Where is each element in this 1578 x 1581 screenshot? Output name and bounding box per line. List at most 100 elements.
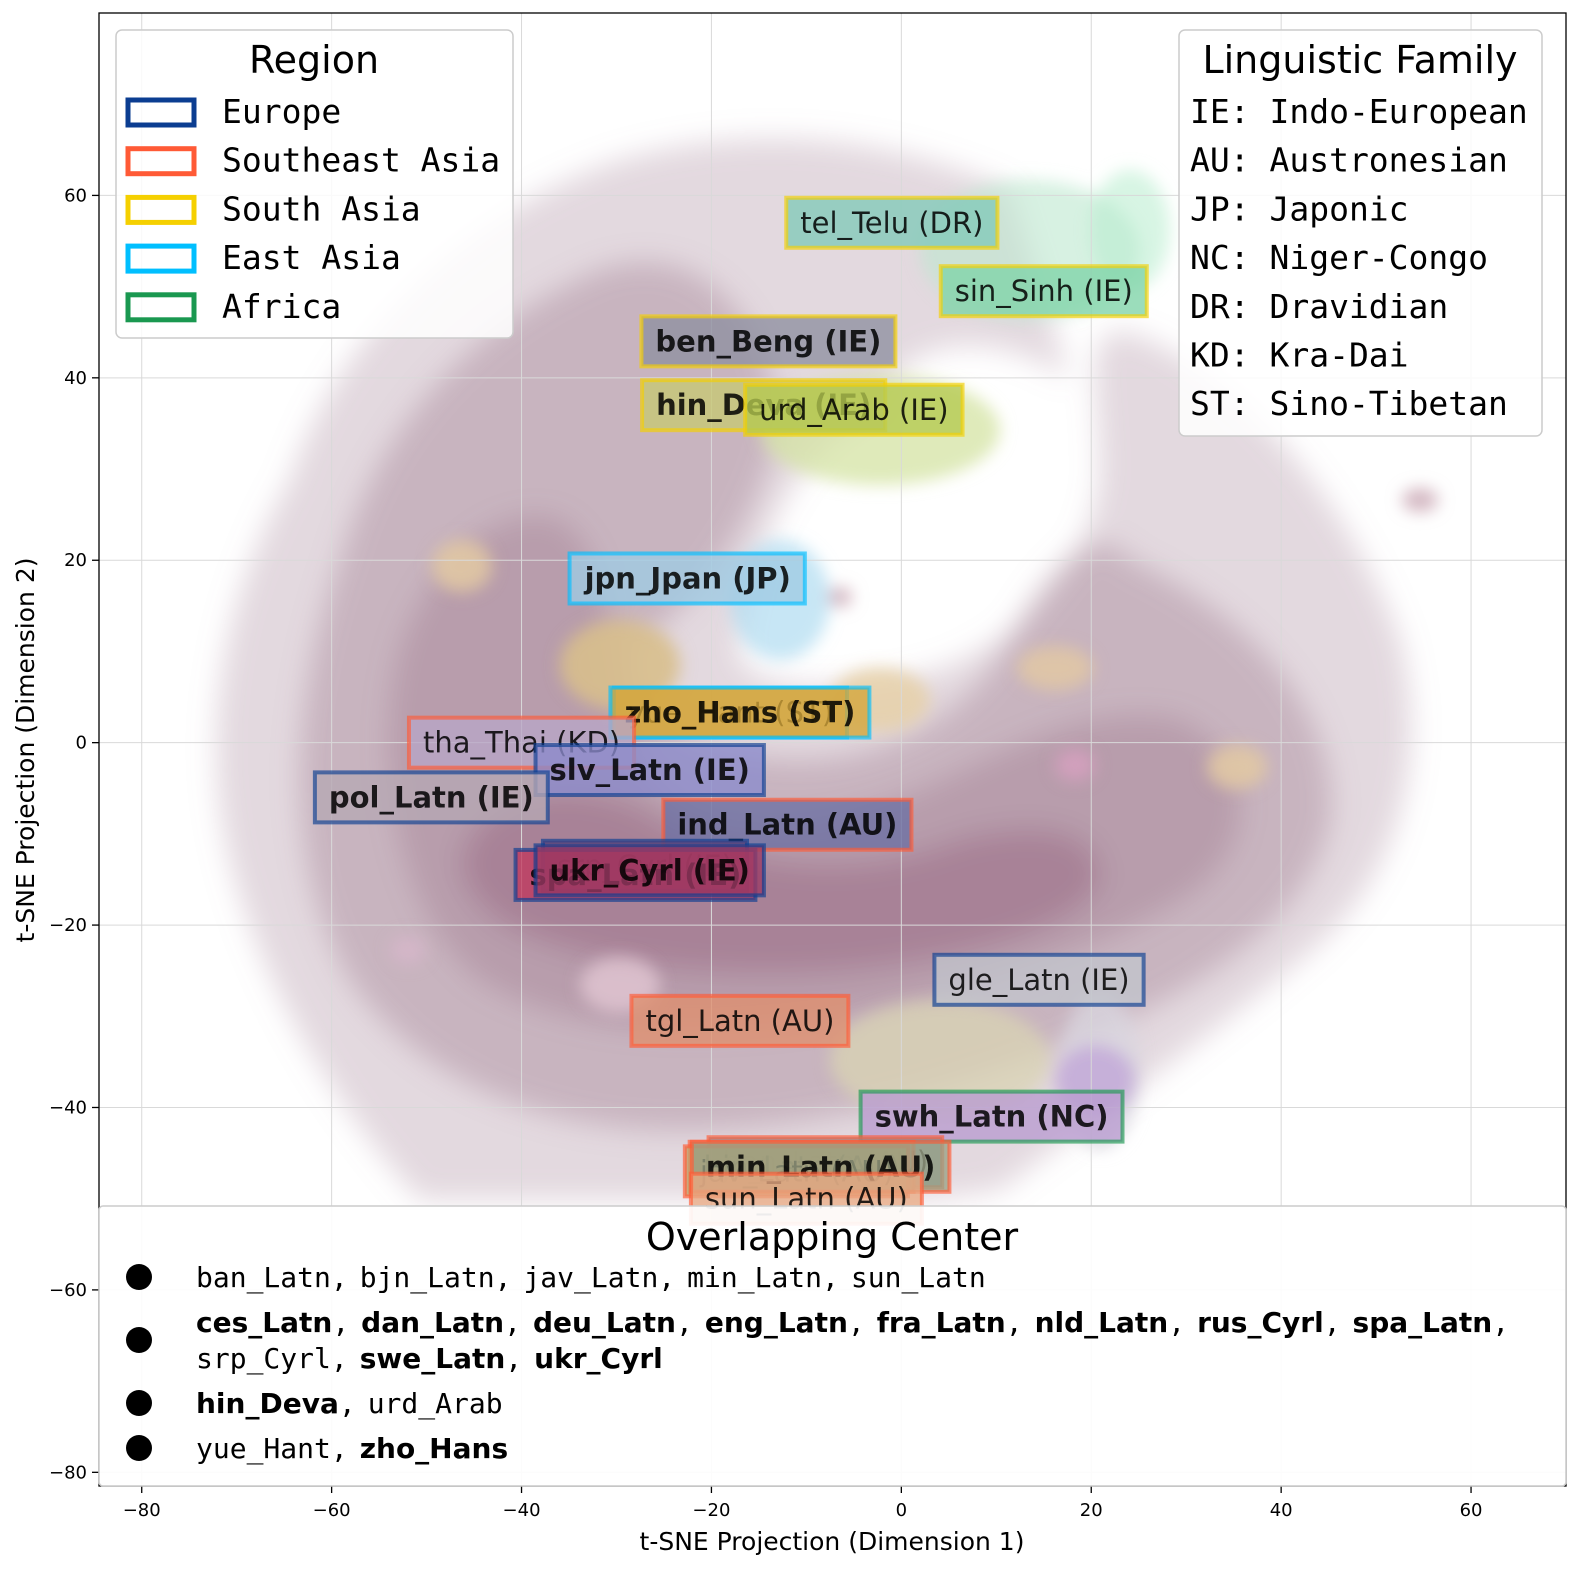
overlap-separator: , [1006, 1306, 1023, 1339]
x-tick-label: 40 [1270, 1500, 1293, 1521]
language-label-swh-latn: swh_Latn (NC) [858, 1089, 1125, 1144]
language-labels: tel_Telu (DR)sin_Sinh (IE)ben_Beng (IE)h… [312, 195, 1149, 1226]
family-legend-entry: ST: Sino-Tibetan [1190, 384, 1508, 423]
language-label-text: jpn_Jpan (JP) [584, 561, 791, 595]
y-tick-label: −60 [49, 1280, 87, 1301]
region-legend: Region Europe Southeast Asia South Asia Eas… [115, 29, 514, 339]
language-label-text: pol_Latn (IE) [329, 780, 534, 814]
y-tick-label: 40 [64, 368, 87, 389]
language-label-text: tel_Telu (DR) [800, 206, 983, 240]
overlap-separator: , [331, 1432, 348, 1465]
language-label-ben-beng: ben_Beng (IE) [639, 314, 898, 369]
family-legend-title: Linguistic Family [1202, 38, 1517, 82]
x-tick-label: −20 [692, 1500, 730, 1521]
family-legend-entry: NC: Niger-Congo [1190, 238, 1488, 277]
overlap-language: swe_Latn [360, 1342, 506, 1375]
language-label-ukr-cyrl: ukr_Cyrl (IE) [533, 843, 766, 898]
overlap-language: hin_Deva [196, 1387, 339, 1420]
region-swatch-southeast-asia [125, 146, 197, 177]
region-legend-label: South Asia [222, 189, 421, 228]
overlap-bullet [126, 1327, 152, 1353]
overlap-language: zho_Hans [360, 1432, 508, 1465]
overlap-separator: , [1492, 1306, 1509, 1339]
overlap-language: ban_Latn [196, 1261, 331, 1295]
language-label-text: swh_Latn (NC) [875, 1100, 1109, 1134]
overlap-separator: , [676, 1306, 693, 1339]
overlap-separator: , [339, 1387, 356, 1420]
overlap-separator: , [504, 1306, 521, 1339]
family-legend-entry: IE: Indo-European [1190, 92, 1528, 131]
family-legend-entry: AU: Austronesian [1190, 141, 1508, 180]
family-legend-entry: KD: Kra-Dai [1190, 336, 1409, 375]
overlap-language: rus_Cyrl [1197, 1306, 1324, 1339]
overlap-language: jav_Latn [523, 1261, 658, 1295]
overlap-language: fra_Latn [877, 1306, 1006, 1339]
family-legend-entry: DR: Dravidian [1190, 287, 1448, 326]
overlap-language: spa_Latn [1353, 1306, 1493, 1339]
y-tick-label: −20 [49, 915, 87, 936]
overlap-language: yue_Hant [196, 1432, 331, 1466]
overlap-panel-title: Overlapping Center [646, 1215, 1019, 1259]
y-tick-label: 20 [64, 550, 87, 571]
language-label-tha-thai: tha_Thai (KD) [406, 715, 637, 770]
x-axis-ticks: −80 −60 −40 −20 0 20 40 60 [123, 1486, 1483, 1521]
language-label-text: ind_Latn (AU) [677, 808, 897, 842]
overlap-language: min_Latn [687, 1261, 822, 1295]
x-tick-label: 0 [896, 1500, 907, 1521]
y-axis-ticks: 60 40 20 0 −20 −40 −60 −80 [49, 185, 99, 1483]
language-label-text: ukr_Cyrl (IE) [550, 853, 750, 887]
overlap-group: ces_Latn, dan_Latn, deu_Latn, eng_Latn, fra_… [126, 1306, 1509, 1376]
overlap-language: dan_Latn [361, 1306, 504, 1339]
region-swatch-europe [125, 97, 197, 128]
region-legend-label: Southeast Asia [222, 141, 500, 180]
language-label-text: urd_Arab (IE) [759, 393, 948, 427]
language-label-text: slv_Latn (IE) [550, 753, 750, 787]
overlap-separator: , [822, 1261, 839, 1294]
overlap-group: yue_Hant, zho_Hans [126, 1432, 508, 1466]
overlap-language: nld_Latn [1035, 1306, 1169, 1339]
language-label-tel-telu: tel_Telu (DR) [784, 195, 1000, 250]
y-tick-label: 60 [64, 185, 87, 206]
overlap-language: eng_Latn [705, 1306, 848, 1339]
region-legend-label: Africa [222, 287, 341, 326]
overlap-separator: , [495, 1261, 512, 1294]
region-swatch-east-asia [125, 243, 197, 274]
x-axis-label: t-SNE Projection (Dimension 1) [640, 1527, 1025, 1556]
region-swatch-africa [125, 292, 197, 323]
y-tick-label: −40 [49, 1097, 87, 1118]
overlap-bullet [126, 1264, 152, 1290]
overlap-separator: , [332, 1306, 349, 1339]
y-tick-label: 0 [76, 733, 87, 754]
y-tick-label: −80 [49, 1462, 87, 1483]
language-label-urd-arab: urd_Arab (IE) [743, 382, 965, 437]
family-legend-entry: JP: Japonic [1190, 189, 1409, 228]
overlap-group: hin_Deva, urd_Arab [126, 1387, 503, 1421]
language-label-text: sin_Sinh (IE) [955, 274, 1133, 308]
overlapping-center-panel: Overlapping Center ban_Latn, bjn_Latn, jav… [98, 1205, 1567, 1487]
region-legend-label: Europe [222, 92, 341, 131]
overlap-language: deu_Latn [533, 1306, 676, 1339]
overlap-language: urd_Arab [368, 1387, 503, 1421]
language-label-sin-sinh: sin_Sinh (IE) [938, 264, 1149, 319]
region-legend-title: Region [249, 38, 379, 82]
x-tick-label: 20 [1080, 1500, 1103, 1521]
language-label-jpn-jpan: jpn_Jpan (JP) [567, 551, 807, 606]
language-label-text: ben_Beng (IE) [655, 324, 881, 358]
x-tick-label: 60 [1460, 1500, 1483, 1521]
overlap-separator: , [1168, 1306, 1185, 1339]
overlap-separator: , [505, 1342, 522, 1375]
language-label-text: tgl_Latn (AU) [645, 1004, 834, 1038]
x-tick-label: −40 [503, 1500, 541, 1521]
overlap-separator: , [1324, 1306, 1341, 1339]
overlap-separator: , [658, 1261, 675, 1294]
overlap-separator: , [331, 1261, 348, 1294]
overlap-separator: , [848, 1306, 865, 1339]
overlap-language: sun_Latn [851, 1261, 986, 1295]
overlap-bullet [126, 1435, 152, 1461]
language-label-text: gle_Latn (IE) [948, 963, 1129, 997]
language-label-tgl-latn: tgl_Latn (AU) [629, 993, 851, 1048]
language-label-slv-latn: slv_Latn (IE) [533, 743, 766, 798]
language-label-text: zho_Hans (ST) [624, 696, 855, 730]
